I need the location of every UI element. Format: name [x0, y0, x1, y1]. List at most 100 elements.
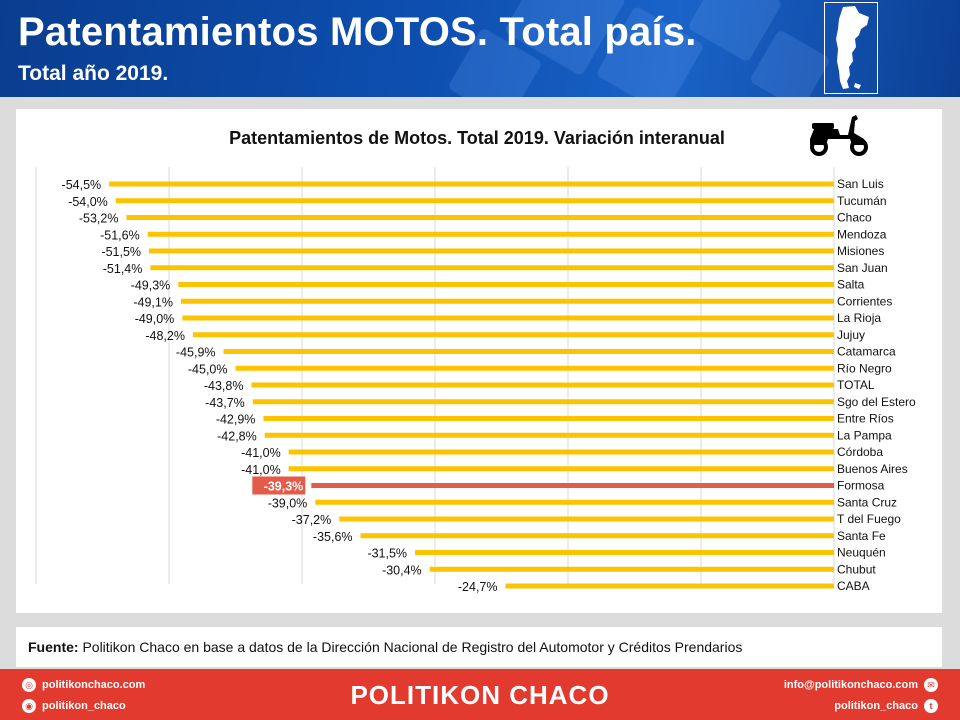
chart-title: Patentamientos de Motos. Total 2019. Var…	[229, 128, 725, 148]
source-note: Fuente: Politikon Chaco en base a datos …	[28, 639, 742, 655]
footer-email[interactable]: info@politikonchaco.com ✉	[784, 678, 938, 692]
website-link[interactable]: politikonchaco.com	[42, 679, 146, 691]
footer-instagram[interactable]: ◉ politikon_chaco	[22, 699, 126, 713]
motorcycle-icon	[810, 115, 868, 156]
category-label: Neuquén	[837, 546, 886, 560]
data-label: -53,2%	[79, 212, 119, 226]
highlight-label-bg	[252, 476, 306, 495]
category-label: Buenos Aires	[837, 462, 908, 476]
twitter-handle[interactable]: politikon_chaco	[834, 700, 918, 712]
data-label: -41,0%	[241, 463, 281, 477]
data-label: -39,0%	[268, 496, 308, 510]
data-label: -35,6%	[313, 530, 353, 544]
data-label: -51,4%	[103, 262, 143, 276]
category-label: Entre Ríos	[837, 412, 894, 426]
content-area: Patentamientos de Motos. Total 2019. Var…	[0, 97, 960, 669]
category-label: TOTAL	[837, 378, 875, 392]
footer-bar: ◎ politikonchaco.com ◉ politikon_chaco P…	[0, 669, 960, 720]
category-label: Tucumán	[837, 194, 887, 208]
argentina-map-icon	[824, 2, 878, 94]
data-label: -45,9%	[176, 346, 216, 360]
category-label: Córdoba	[837, 445, 883, 459]
email-link[interactable]: info@politikonchaco.com	[783, 679, 918, 691]
source-text: Politikon Chaco en base a datos de la Di…	[78, 639, 743, 655]
instagram-icon: ◉	[22, 699, 36, 713]
bar-chaco	[126, 215, 834, 220]
page-subtitle: Total año 2019.	[18, 62, 169, 85]
data-label: -51,6%	[100, 228, 140, 242]
category-label: San Luis	[837, 177, 884, 191]
data-label: -51,5%	[101, 245, 141, 259]
source-label: Fuente:	[28, 639, 79, 655]
header-banner: Patentamientos MOTOS. Total país. Total …	[0, 0, 960, 97]
category-label: Misiones	[837, 244, 884, 258]
footer-website[interactable]: ◎ politikonchaco.com	[22, 678, 145, 692]
twitter-icon: t	[924, 699, 938, 713]
category-label: Corrientes	[837, 294, 892, 308]
category-label: Formosa	[837, 479, 885, 493]
data-label: -43,7%	[205, 396, 245, 410]
source-card: Fuente: Politikon Chaco en base a datos …	[16, 627, 942, 667]
category-label: Río Negro	[837, 361, 892, 375]
bar-córdoba	[288, 449, 834, 455]
brand-logo: POLITIKON CHACO	[350, 680, 610, 710]
bar-buenos-aires	[288, 466, 834, 472]
category-label: Chubut	[837, 562, 876, 576]
data-label: -24,7%	[458, 580, 498, 594]
category-label: Salta	[837, 278, 865, 292]
bar-la-pampa	[264, 432, 834, 438]
chart: Patentamientos de Motos. Total 2019. Var…	[35, 115, 916, 594]
bar-jujuy	[192, 332, 834, 338]
data-label: -54,0%	[68, 195, 108, 209]
data-label: -39,3%	[264, 480, 304, 494]
category-label: Chaco	[837, 211, 872, 225]
category-label: San Juan	[837, 261, 888, 275]
data-label: -49,3%	[131, 279, 171, 293]
bar-salta	[178, 282, 834, 287]
data-label: -49,1%	[133, 295, 173, 309]
bar-caba	[505, 583, 834, 589]
instagram-handle[interactable]: politikon_chaco	[42, 700, 126, 712]
footer-twitter[interactable]: politikon_chaco t	[834, 699, 938, 713]
category-label: T del Fuego	[837, 512, 901, 526]
bar-río-negro	[235, 365, 834, 371]
data-label: -54,5%	[62, 178, 102, 192]
bar-santa-cruz	[315, 499, 834, 505]
mail-icon: ✉	[924, 678, 938, 692]
chart-card: Patentamientos de Motos. Total 2019. Var…	[16, 109, 942, 613]
data-label: -30,4%	[382, 563, 422, 577]
bar-misiones	[149, 248, 835, 254]
bar-corrientes	[180, 298, 835, 304]
category-label: Jujuy	[837, 328, 865, 342]
data-label: -43,8%	[204, 379, 244, 393]
bar-tucumán	[115, 198, 835, 204]
page-title: Patentamientos MOTOS. Total país.	[18, 10, 697, 54]
bar-total	[251, 382, 834, 388]
globe-icon: ◎	[22, 678, 36, 692]
bar-sgo-del-estero	[252, 399, 835, 405]
bar-catamarca	[223, 349, 834, 354]
data-label: -45,0%	[188, 362, 228, 376]
category-label: Santa Cruz	[837, 495, 897, 509]
bar-neuquén	[415, 550, 834, 555]
data-label: -48,2%	[145, 329, 185, 343]
bar-santa-fe	[360, 533, 834, 539]
bar-entre-ríos	[263, 416, 834, 421]
data-label: -42,8%	[217, 429, 257, 443]
category-label: La Rioja	[837, 311, 881, 325]
data-label: -37,2%	[292, 513, 332, 527]
bar-chubut	[429, 566, 834, 572]
data-label: -42,9%	[216, 413, 256, 427]
bar-formosa	[311, 483, 834, 488]
bar-t-del-fuego	[339, 516, 834, 522]
category-label: La Pampa	[837, 428, 892, 442]
category-label: CABA	[837, 579, 870, 593]
bar-mendoza	[147, 231, 835, 237]
data-label: -49,0%	[135, 312, 175, 326]
bar-san-luis	[109, 181, 834, 187]
category-label: Mendoza	[837, 227, 887, 241]
category-label: Catamarca	[837, 345, 896, 359]
data-label: -41,0%	[241, 446, 281, 460]
bar-la-rioja	[182, 315, 835, 321]
category-label: Santa Fe	[837, 529, 886, 543]
